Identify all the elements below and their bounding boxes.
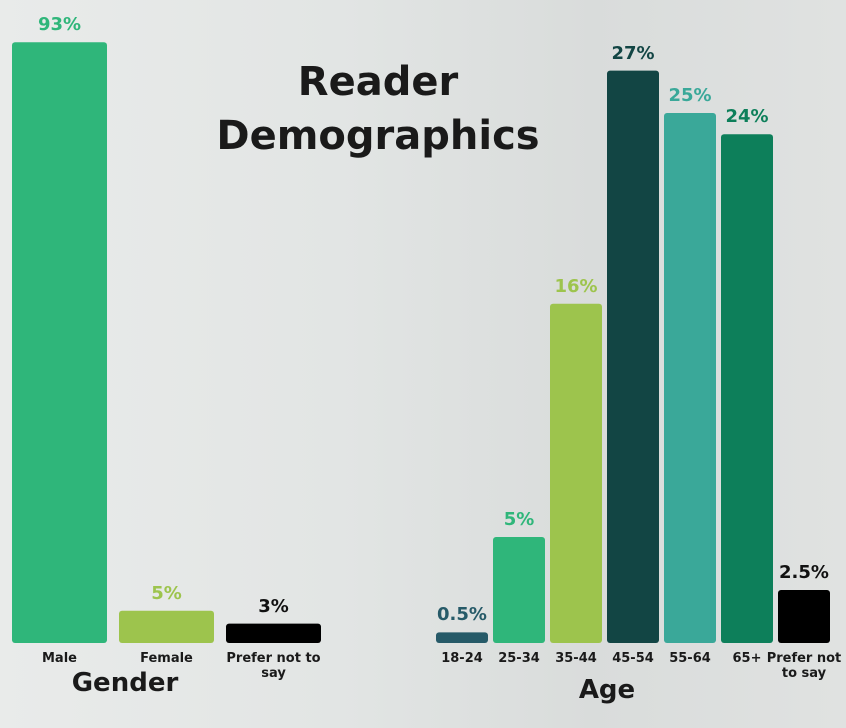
value-label: 24%	[725, 106, 769, 128]
bar	[119, 610, 214, 643]
bar	[778, 590, 830, 643]
bar	[12, 42, 107, 644]
page-title: Reader Demographics	[216, 59, 540, 159]
value-label: 25%	[668, 85, 712, 106]
category-label: Prefer not to say	[766, 651, 842, 681]
category-label: 35-44	[555, 651, 597, 666]
bar	[493, 537, 545, 643]
bar	[226, 623, 321, 643]
value-label: 16%	[554, 275, 598, 297]
value-label: 3%	[258, 595, 289, 617]
category-label: Female	[140, 651, 193, 666]
chart-title: Age	[578, 675, 636, 705]
bar	[550, 303, 602, 643]
category-label: 45-54	[612, 651, 654, 666]
value-label: 93%	[37, 14, 82, 36]
category-label: 65+	[732, 651, 762, 666]
bar	[607, 70, 659, 644]
bar	[436, 632, 488, 643]
category-label: 55-64	[669, 651, 711, 666]
category-label: 18-24	[441, 651, 483, 666]
category-label: Prefer not to say	[226, 651, 321, 681]
value-label: 2.5%	[779, 562, 829, 583]
category-label: 25-34	[498, 651, 540, 666]
bar	[664, 113, 716, 643]
bar	[721, 134, 773, 643]
chart-title: Gender	[71, 668, 179, 698]
value-label: 5%	[151, 582, 182, 604]
value-label: 27%	[611, 42, 655, 64]
value-label: 5%	[503, 509, 535, 530]
value-label: 0.5%	[437, 604, 487, 626]
category-label: Male	[42, 651, 77, 666]
